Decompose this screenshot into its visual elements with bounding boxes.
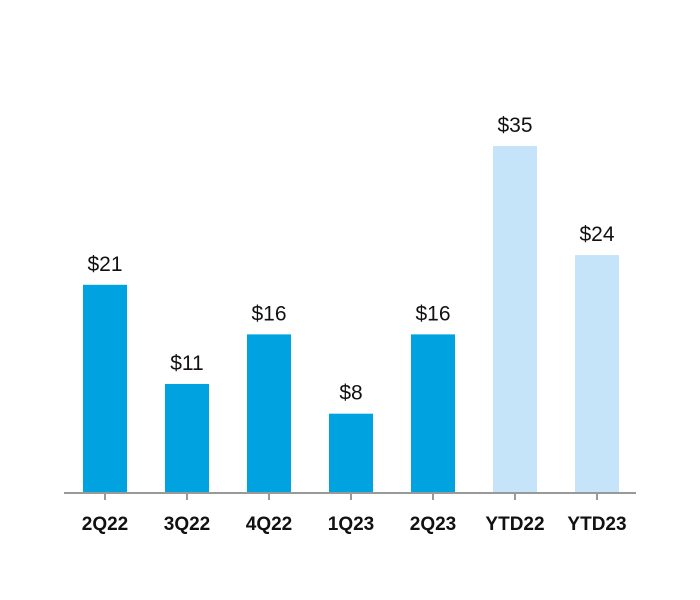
bar-2q23	[411, 334, 455, 493]
bar-ytd23	[575, 255, 619, 493]
x-axis-tick-labels: 2Q22 3Q22 4Q22 1Q23 2Q23 YTD22 YTD23	[82, 514, 627, 535]
value-label-2q22: $21	[87, 253, 122, 276]
value-label-1q23: $8	[339, 382, 362, 405]
category-label-2q22: 2Q22	[82, 514, 128, 535]
bar-3q22	[165, 383, 209, 493]
x-axis-ticks	[104, 493, 598, 500]
category-label-ytd23: YTD23	[567, 514, 626, 535]
bars-group	[83, 146, 619, 493]
category-label-ytd22: YTD22	[485, 514, 544, 535]
value-label-4q22: $16	[251, 302, 286, 325]
value-label-ytd23: $24	[579, 223, 614, 246]
bar-1q23	[329, 413, 373, 493]
bar-ytd22	[493, 146, 537, 493]
category-label-1q23: 1Q23	[328, 514, 374, 535]
category-label-3q22: 3Q22	[164, 514, 210, 535]
category-label-2q23: 2Q23	[410, 514, 456, 535]
value-label-2q23: $16	[415, 302, 450, 325]
value-label-3q22: $11	[170, 352, 203, 375]
bar-4q22	[247, 334, 291, 493]
category-label-4q22: 4Q22	[246, 514, 292, 535]
value-label-ytd22: $35	[497, 114, 532, 137]
bar-2q22	[83, 284, 127, 493]
value-labels-group: $21 $11 $16 $8 $16 $35 $24	[87, 114, 614, 405]
